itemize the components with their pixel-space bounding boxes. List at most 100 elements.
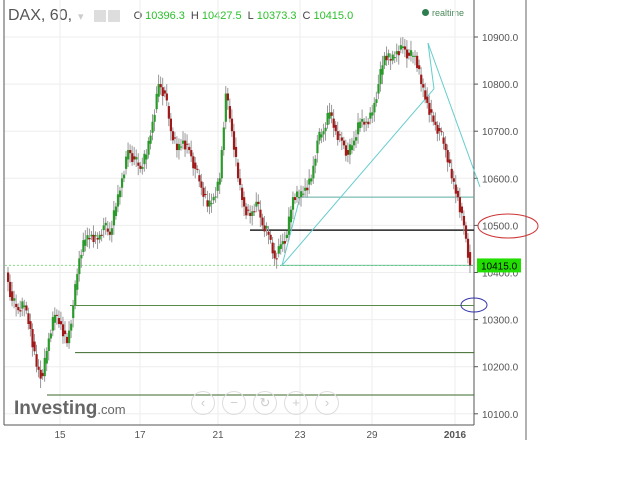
candle [456,190,459,198]
candle [450,168,453,179]
candle [304,187,307,191]
candle [92,234,95,243]
candle [96,237,99,240]
scroll-left-button[interactable]: ‹ [191,391,215,415]
candle [182,140,185,144]
candle [15,303,18,308]
y-tick-label: 10500.0 [482,221,519,232]
candle [165,93,168,101]
candle [265,226,268,229]
trendline [427,42,435,89]
candle [84,239,87,246]
zoom-out-button[interactable]: − [222,391,246,415]
high-value: 10427.5 [201,10,242,22]
y-tick-label: 10300.0 [482,316,519,327]
candle [224,93,227,122]
candle [9,281,12,297]
candle [7,272,10,282]
close-value: 10415.0 [313,10,354,22]
candle [47,338,50,351]
candle [458,197,461,213]
close-label: C [302,10,311,22]
candle [273,250,276,259]
candle [188,146,191,151]
candle [395,51,398,55]
candle [269,234,272,240]
candle [228,106,232,119]
candle [133,156,136,160]
candle [45,351,48,364]
candle [295,191,299,198]
candle [125,156,128,169]
candle [363,121,366,125]
y-tick-label: 10600.0 [482,174,519,185]
candle [208,200,211,207]
candle [306,187,309,191]
candle [179,146,183,148]
y-tick-label: 10800.0 [482,80,519,91]
candle [239,178,242,185]
candle [393,57,396,59]
candle [253,211,256,213]
reset-button[interactable]: ↻ [253,391,277,415]
zoom-in-button[interactable]: + [284,391,308,415]
candle [375,99,378,103]
eye-icon[interactable] [93,10,106,22]
candle [332,118,335,128]
gear-icon[interactable] [107,10,120,22]
candle [114,206,118,216]
candle [33,341,36,352]
candle [361,118,364,122]
candle [190,150,193,157]
candle [383,55,386,66]
candle [298,197,301,199]
scroll-right-button[interactable]: › [315,391,339,415]
candle [322,131,325,135]
y-tick-label: 10200.0 [482,363,519,374]
candle [39,369,42,379]
candle [468,252,472,266]
candle [200,181,203,188]
symbol-label[interactable]: DAX, 60, [8,7,73,24]
candle [214,196,217,198]
candle [328,112,331,119]
candle [106,228,109,232]
chevron-down-icon[interactable]: ▾ [78,10,84,23]
trendline [281,197,301,266]
candle [387,53,390,58]
candle [206,200,209,207]
candle [167,106,170,119]
candle [316,140,319,154]
candle [76,274,79,290]
candle [151,121,154,133]
candle [147,140,150,155]
candle [149,135,152,144]
candle [338,134,341,136]
candle [373,102,376,113]
candle [41,372,44,377]
candle [57,318,61,324]
candle [153,114,156,122]
candle [177,144,181,151]
candle [340,137,343,141]
candle [247,209,250,211]
candle [420,74,423,85]
candle [210,203,213,205]
candle [173,137,177,139]
candle [330,112,333,116]
candle [405,49,409,59]
candle [196,168,199,170]
candle [74,284,77,306]
candle [157,84,160,97]
candle [90,234,93,237]
candle [245,206,248,216]
candle [381,65,384,75]
candle [344,145,348,156]
candle [127,150,130,160]
candle [55,314,59,316]
candle [184,140,187,150]
candle [116,194,120,207]
candle [226,93,229,101]
